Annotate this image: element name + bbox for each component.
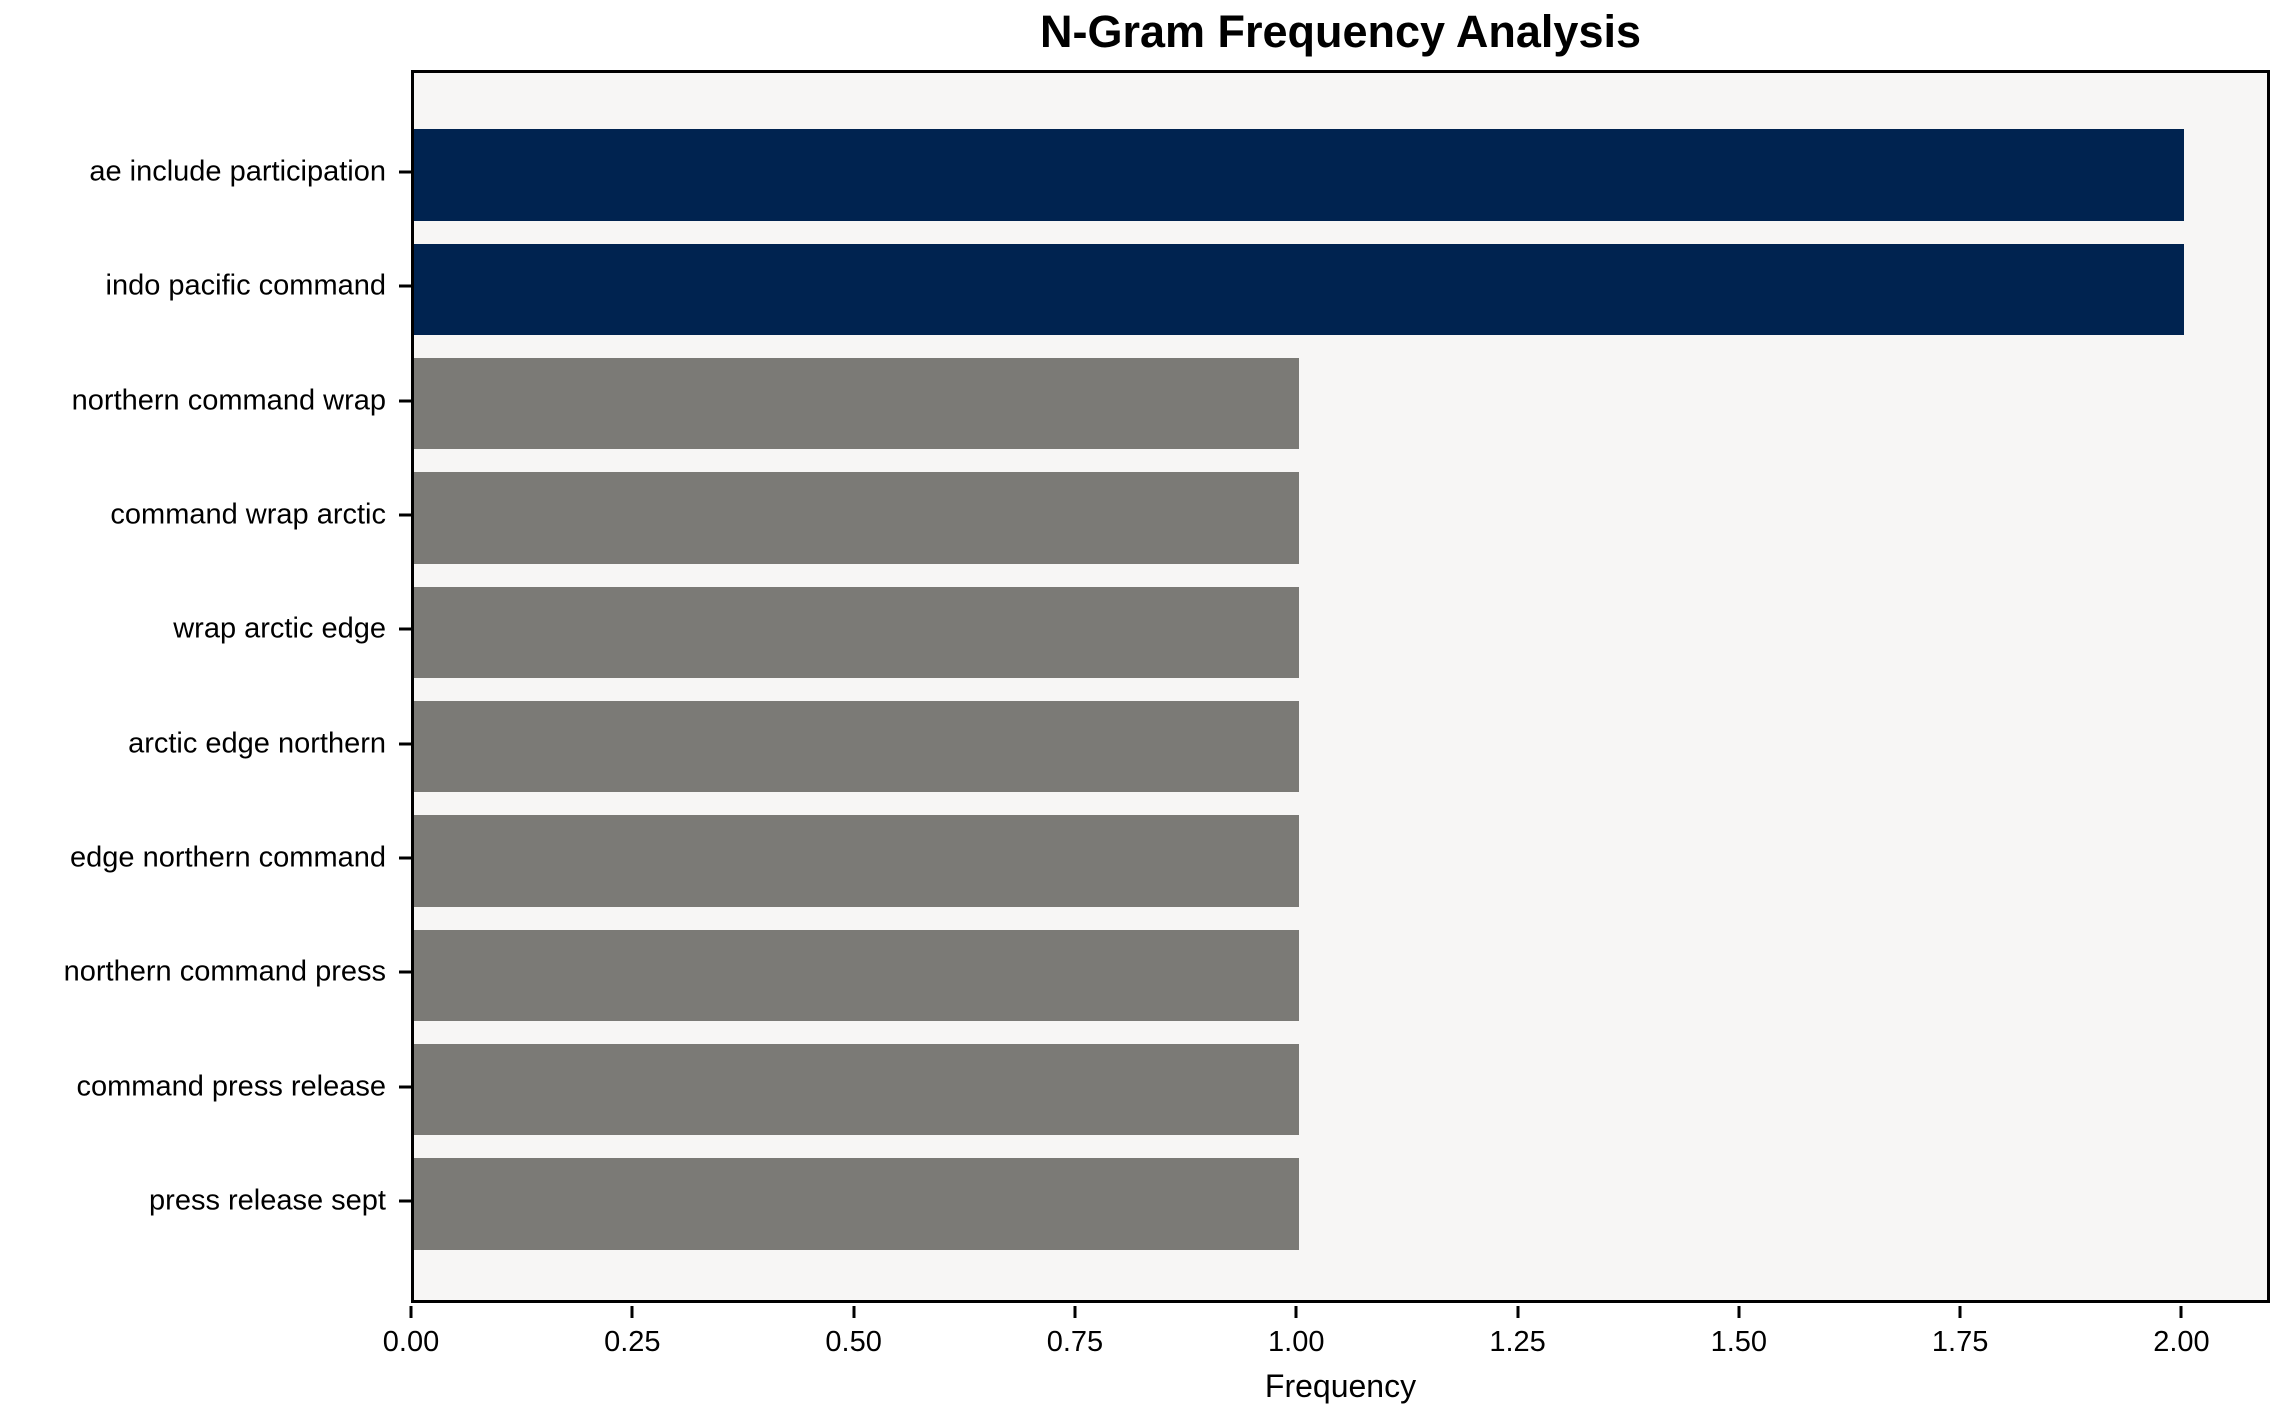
x-tick-mark [1737,1306,1741,1318]
y-tick-label: ae include participation [89,155,386,188]
y-tick-label: edge northern command [70,841,386,874]
x-tick-label: 0.00 [382,1326,440,1358]
y-tick-mark [399,284,411,288]
bar-command-wrap-arctic [414,472,1300,564]
y-tick-label: command press release [76,1070,386,1103]
y-tick-label: arctic edge northern [128,727,386,760]
y-tick-label: northern command wrap [71,384,386,417]
x-tick-mark [1958,1306,1962,1318]
y-tick-label: northern command press [63,955,386,988]
x-tick-label: 2.00 [2153,1326,2210,1358]
x-tick-label: 0.25 [604,1326,661,1358]
x-tick-label: 1.25 [1489,1326,1546,1358]
y-tick-mark [399,1199,411,1203]
x-tick-label: 1.75 [1931,1326,1989,1358]
y-tick-label: indo pacific command [105,269,386,302]
bar-northern-command-press [414,929,1300,1021]
y-tick-label: command wrap arctic [110,498,386,531]
y-tick-label: wrap arctic edge [173,612,386,645]
bar-edge-northern-command [414,815,1300,907]
y-tick-label: press release sept [149,1184,386,1217]
y-tick-mark [399,1085,411,1089]
x-axis-title: Frequency [1264,1368,1417,1404]
y-tick-mark [399,970,411,974]
y-tick-mark [399,856,411,860]
plot-area [411,70,2270,1303]
bar-wrap-arctic-edge [414,586,1300,679]
x-tick-label: 1.00 [1268,1326,1325,1358]
x-tick-mark [1516,1306,1520,1318]
y-tick-mark [399,627,411,631]
bar-arctic-edge-northern [414,700,1300,793]
bar-command-press-release [414,1043,1300,1136]
x-tick-mark [409,1306,413,1318]
x-tick-label: 0.50 [825,1326,882,1358]
y-tick-mark [399,742,411,746]
y-tick-mark [399,399,411,403]
bar-indo-pacific-command [414,243,2185,336]
x-tick-mark [630,1306,634,1318]
bar-northern-command-wrap [414,358,1300,450]
y-tick-mark [399,513,411,517]
x-tick-mark [1073,1306,1077,1318]
x-tick-mark [1294,1306,1298,1318]
x-tick-label: 0.75 [1046,1326,1104,1358]
x-tick-label: 1.50 [1710,1326,1768,1358]
x-tick-mark [2179,1306,2183,1318]
bar-press-release-sept [414,1158,1300,1250]
bar-ae-include-participation [414,129,2185,221]
y-tick-mark [399,170,411,174]
chart-title: N-Gram Frequency Analysis [1039,6,1642,57]
x-tick-mark [852,1306,856,1318]
